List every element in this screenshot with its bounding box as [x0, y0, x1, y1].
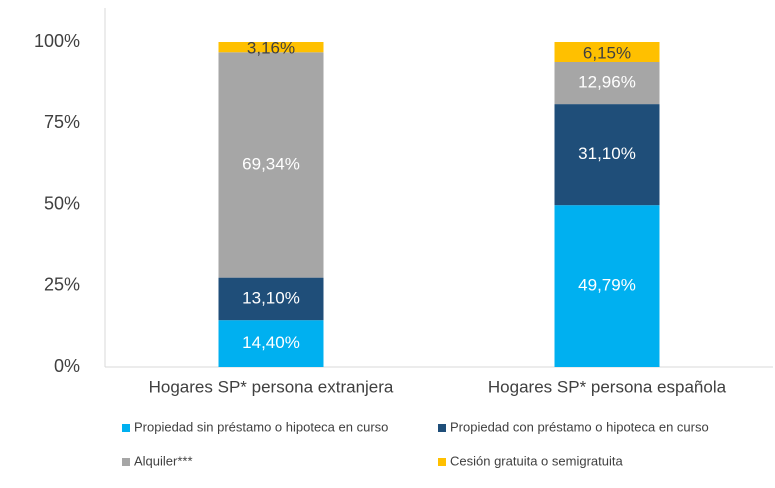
data-label: 31,10% [578, 144, 636, 163]
data-label: 12,96% [578, 73, 636, 92]
legend-label: Cesión gratuita o semigratuita [450, 453, 623, 468]
data-label: 69,34% [242, 154, 300, 173]
legend-label: Propiedad sin préstamo o hipoteca en cur… [134, 419, 388, 434]
legend-label: Alquiler*** [134, 453, 193, 468]
bar-segment [554, 104, 660, 206]
y-tick-label: 0% [54, 356, 80, 376]
legend-swatch [438, 458, 446, 466]
legend-swatch [438, 424, 446, 432]
bar-segment [218, 320, 324, 367]
bar-segment [554, 42, 660, 62]
legend-swatch [122, 458, 130, 466]
legend-label: Propiedad con préstamo o hipoteca en cur… [450, 419, 709, 434]
bar-segment [218, 277, 324, 321]
bar-segment [218, 42, 324, 53]
data-label: 13,10% [242, 288, 300, 307]
x-tick-label: Hogares SP* persona extranjera [149, 377, 394, 396]
bar-segment [554, 61, 660, 105]
data-label: 3,16% [247, 39, 295, 58]
bar-segment [218, 52, 324, 278]
y-tick-label: 25% [44, 275, 80, 295]
data-label: 49,79% [578, 276, 636, 295]
data-label: 14,40% [242, 333, 300, 352]
x-tick-label: Hogares SP* persona española [488, 377, 727, 396]
y-tick-label: 100% [34, 31, 80, 51]
legend-swatch [122, 424, 130, 432]
data-label: 6,15% [583, 43, 631, 62]
bar-segment [554, 205, 660, 367]
y-tick-label: 50% [44, 193, 80, 213]
y-tick-label: 75% [44, 112, 80, 132]
